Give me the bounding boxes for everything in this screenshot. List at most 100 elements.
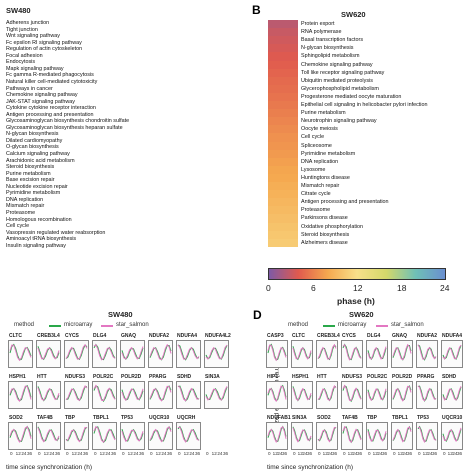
mini-plot-title: DLG4 [93, 333, 107, 339]
mini-plot-svg [342, 343, 362, 361]
microarray-line [392, 385, 412, 402]
x-tick-label: 24 [161, 451, 167, 456]
mini-plot-svg [177, 344, 200, 361]
mini-plot-title: DLG4 [367, 333, 381, 339]
star-salmon-line [93, 384, 116, 402]
mini-plot [391, 381, 413, 409]
heatmap-b-cell [268, 60, 298, 69]
heatmap-b-cell [268, 141, 298, 150]
x-tick-label: 24 [77, 451, 83, 456]
heatmap-b-cell [268, 214, 298, 223]
star-salmon-line [367, 346, 387, 360]
x-tick-label: 12 [15, 451, 21, 456]
microarray-line [93, 343, 116, 361]
heatmap-b-cell [268, 190, 298, 199]
mini-plot [366, 422, 388, 450]
mini-plot-svg [37, 346, 60, 361]
x-tick-label: 36 [195, 451, 201, 456]
mini-plot-title: CYCS [342, 333, 356, 339]
mini-plot-title: HTT [317, 374, 327, 380]
heatmap-b-label: Chemokine signaling pathway [301, 61, 373, 68]
star-salmon-line [292, 347, 312, 360]
x-tick-label: 0 [150, 451, 153, 456]
x-tick-label: 0 [343, 451, 346, 456]
heatmap-b-label: Epithelial cell signaling in helicobacte… [301, 102, 428, 108]
heatmap-b-cell [268, 165, 298, 175]
star-salmon-line [392, 426, 412, 443]
mini-plot [204, 340, 229, 368]
legend-d-microarray-swatch [323, 325, 335, 327]
mini-plot-title: NDUFA4 [442, 333, 463, 339]
heatmap-b-cell [268, 230, 298, 240]
heatmap-b-cell [268, 206, 298, 215]
star-salmon-line [417, 426, 437, 443]
mini-plot [36, 422, 61, 450]
x-tick-label: 36 [432, 451, 438, 456]
mini-plot-title: TP53 [121, 415, 133, 421]
x-tick-label: 12 [183, 451, 189, 456]
microarray-line [149, 385, 172, 402]
mini-plot [120, 381, 145, 409]
mini-plot-svg [37, 426, 60, 443]
x-tick-label: 24 [277, 451, 283, 456]
x-tick-label: 24 [21, 451, 27, 456]
x-tick-label: 12 [211, 451, 217, 456]
star-salmon-line [37, 387, 60, 402]
heatmap-a-label: Vasopressin regulated water reabsorption [6, 229, 106, 236]
x-tick-label: 0 [122, 451, 125, 456]
heatmap-b-label: Glycerophospholipid metabolism [301, 85, 379, 92]
mini-plot [8, 340, 33, 368]
heatmap-a-label: Mismatch repair [6, 203, 45, 210]
mini-plot-svg [9, 384, 32, 402]
star-salmon-line [177, 344, 200, 360]
mini-plot-title: GNAQ [121, 333, 136, 339]
mini-plot-svg [342, 425, 362, 444]
x-tick-label: 24 [452, 451, 458, 456]
x-tick-label: 0 [418, 451, 421, 456]
mini-plot-title: UQCRH [177, 415, 196, 421]
mini-plot-svg [65, 426, 88, 443]
mini-plot-title: TP53 [417, 415, 429, 421]
legend-c-title: method [14, 322, 35, 328]
x-tick-label: 12 [347, 451, 353, 456]
mini-plot-title: SDHD [442, 374, 457, 380]
mini-plot-svg [9, 425, 32, 443]
mini-plot [291, 422, 313, 450]
heatmap-b-label: Proteasome [301, 207, 331, 214]
mini-plot-svg [37, 386, 60, 402]
heatmap-b-label: RNA polymerase [301, 29, 342, 36]
heatmap-a-label: Steroid biosynthesis [6, 164, 55, 171]
mini-plot [8, 381, 33, 409]
heatmap-a-label: Glycosaminoglycan biosynthesis chondroit… [6, 118, 130, 125]
x-tick-label: 12 [155, 451, 161, 456]
mini-plot-title: SIN3A [292, 415, 307, 421]
colorbar-tick-24: 24 [440, 283, 450, 293]
x-tick-label: 24 [105, 451, 111, 456]
microarray-line [205, 345, 228, 360]
heatmap-b-label: Alzheimers disease [301, 239, 348, 246]
mini-plot [441, 422, 463, 450]
microarray-line [177, 385, 200, 402]
x-tick-label: 36 [223, 451, 229, 456]
mini-plot-svg [177, 425, 200, 443]
star-salmon-line [292, 427, 312, 443]
x-tick-label: 24 [427, 451, 433, 456]
mini-plot [120, 422, 145, 450]
legend-d-star-salmon-swatch [376, 325, 388, 327]
mini-plot-svg [205, 344, 228, 360]
mini-plot [120, 340, 145, 368]
star-salmon-line [417, 385, 437, 402]
star-salmon-line [121, 429, 144, 442]
mini-plot-title: POLR2C [367, 374, 388, 380]
x-tick-label: 36 [139, 451, 145, 456]
heatmap-b-cell [268, 76, 298, 86]
mini-plot-svg [442, 344, 462, 360]
mini-plot-svg [267, 425, 287, 443]
mini-plot-svg [65, 385, 88, 402]
x-tick-label: 0 [318, 451, 321, 456]
mini-plot [341, 381, 363, 409]
star-salmon-line [442, 427, 462, 443]
star-salmon-line [93, 425, 116, 443]
mini-plot-svg [292, 346, 312, 361]
heatmap-b-cell [268, 36, 298, 45]
